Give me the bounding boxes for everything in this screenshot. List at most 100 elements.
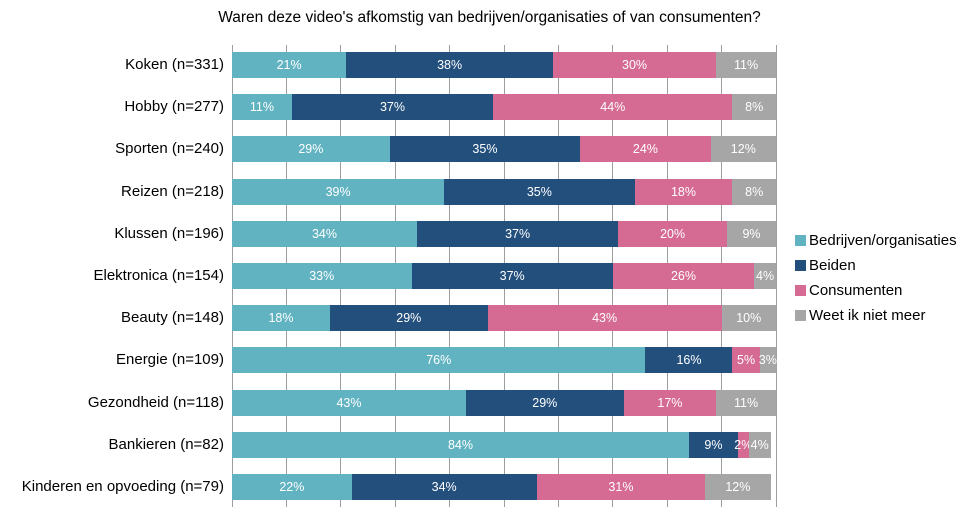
- gridline: [775, 45, 777, 507]
- bar-segment: 3%: [758, 347, 777, 374]
- bar-value-label: 9%: [704, 437, 723, 452]
- bar-segment: 9%: [688, 431, 738, 458]
- bar-value-label: 8%: [745, 184, 764, 199]
- stacked-bar: 21% 38% 30% 11%: [232, 52, 776, 78]
- stacked-bar: 33% 37% 26% 4%: [232, 263, 776, 289]
- bar-segment: 22%: [232, 474, 352, 500]
- bar-segment: 4%: [754, 263, 776, 289]
- bar-segment: 29%: [232, 136, 390, 163]
- bar-segment: 18%: [232, 305, 330, 332]
- legend-label: Weet ik niet meer: [809, 306, 926, 324]
- bar-value-label: 8%: [745, 100, 764, 115]
- legend-label: Consumenten: [809, 281, 903, 299]
- bar-value-label: 3%: [758, 353, 777, 368]
- category-label: Gezondheid (n=118): [87, 393, 224, 411]
- bar-row: Hobby (n=277) 11% 37% 44% 8%: [0, 94, 979, 121]
- bar-segment: 5%: [732, 347, 760, 374]
- bar-segment: 18%: [634, 178, 733, 205]
- bar-value-label: 34%: [431, 480, 457, 494]
- legend-item: Consumenten: [795, 281, 957, 299]
- bar-value-label: 5%: [737, 353, 756, 368]
- bar-value-label: 18%: [268, 311, 294, 326]
- bar-value-label: 38%: [437, 58, 463, 72]
- bar-value-label: 21%: [276, 58, 302, 72]
- bar-segment: 12%: [705, 474, 771, 500]
- category-label: Klussen (n=196): [114, 224, 224, 242]
- bar-value-label: 11%: [733, 395, 759, 410]
- bar-value-label: 20%: [660, 226, 686, 241]
- bar-value-label: 84%: [447, 437, 473, 452]
- bar-value-label: 24%: [632, 142, 658, 157]
- bar-value-label: 43%: [336, 395, 362, 410]
- stacked-bar: 11% 37% 44% 8%: [232, 94, 776, 121]
- legend-label: Bedrijven/organisaties: [809, 231, 957, 249]
- legend-label: Beiden: [809, 256, 856, 274]
- bar-segment: 8%: [732, 94, 776, 121]
- bar-value-label: 35%: [472, 142, 498, 157]
- bar-segment: 11%: [716, 389, 776, 416]
- bar-segment: 37%: [291, 94, 494, 121]
- bar-row: Gezondheid (n=118) 43% 29% 17% 11%: [0, 389, 979, 416]
- stacked-bar: 84% 9% 2% 4%: [232, 431, 776, 458]
- category-label: Elektronica (n=154): [93, 267, 225, 284]
- bar-row: Bankieren (n=82) 84% 9% 2% 4%: [0, 431, 979, 458]
- bar-segment: 43%: [232, 389, 466, 416]
- bar-segment: 84%: [232, 431, 689, 458]
- bar-segment: 29%: [465, 389, 624, 416]
- bar-segment: 76%: [232, 347, 646, 374]
- category-label: Reizen (n=218): [121, 182, 224, 200]
- bar-value-label: 22%: [279, 480, 305, 494]
- bar-row: Sporten (n=240) 29% 35% 24% 12%: [0, 136, 979, 163]
- category-label: Kinderen en opvoeding (n=79): [21, 478, 224, 495]
- stacked-bar: 34% 37% 20% 9%: [232, 220, 776, 247]
- bar-segment: 35%: [389, 136, 581, 163]
- bar-value-label: 12%: [730, 142, 756, 157]
- bar-segment: 37%: [416, 220, 619, 247]
- bar-value-label: 17%: [657, 395, 683, 410]
- bar-value-label: 33%: [309, 269, 335, 283]
- bar-value-label: 37%: [505, 226, 531, 241]
- bar-segment: 2%: [734, 431, 752, 458]
- bar-value-label: 26%: [670, 269, 697, 283]
- bar-row: Koken (n=331) 21% 38% 30% 11%: [0, 52, 979, 78]
- bar-segment: 16%: [645, 347, 733, 374]
- bar-value-label: 44%: [600, 100, 626, 115]
- bar-segment: 44%: [493, 94, 733, 121]
- category-label: Energie (n=109): [116, 351, 224, 369]
- bar-segment: 17%: [623, 389, 717, 416]
- bar-value-label: 10%: [736, 311, 762, 326]
- bar-value-label: 12%: [725, 480, 751, 494]
- bar-segment: 24%: [580, 136, 711, 163]
- category-label: Sporten (n=240): [115, 140, 224, 158]
- bar-segment: 34%: [351, 474, 537, 500]
- bar-value-label: 76%: [426, 353, 452, 368]
- stacked-bar: 43% 29% 17% 11%: [232, 389, 776, 416]
- bar-segment: 4%: [748, 431, 771, 458]
- stacked-bar: 22% 34% 31% 12%: [232, 474, 776, 500]
- category-label: Beauty (n=148): [121, 309, 224, 327]
- bar-segment: 11%: [716, 52, 776, 78]
- bar-segment: 35%: [444, 178, 635, 205]
- bar-value-label: 18%: [670, 184, 697, 199]
- bar-segment: 39%: [232, 178, 445, 205]
- bar-value-label: 37%: [499, 269, 525, 283]
- bar-value-label: 2%: [734, 437, 753, 452]
- bar-segment: 10%: [721, 305, 776, 332]
- bar-value-label: 29%: [532, 395, 558, 410]
- bar-value-label: 9%: [742, 226, 761, 241]
- bar-segment: 33%: [232, 263, 412, 289]
- stacked-bar: 18% 29% 43% 10%: [232, 305, 776, 332]
- stacked-bar: 76% 16% 5% 3%: [232, 347, 777, 374]
- bar-segment: 34%: [232, 220, 417, 247]
- legend-swatch-icon: [795, 234, 806, 246]
- bar-segment: 30%: [552, 52, 717, 78]
- bar-segment: 9%: [727, 220, 776, 247]
- chart-area: Koken (n=331) 21% 38% 30% 11% Hobby (n=277) 11…: [0, 45, 979, 507]
- bar-value-label: 4%: [756, 269, 775, 283]
- chart-title: Waren deze video's afkomstig van bedrijv…: [218, 9, 761, 26]
- bar-row: Elektronica (n=154) 33% 37% 26% 4%: [0, 263, 979, 289]
- bar-value-label: 11%: [249, 100, 274, 115]
- stacked-bar: 39% 35% 18% 8%: [232, 178, 776, 205]
- bar-segment: 29%: [329, 305, 488, 332]
